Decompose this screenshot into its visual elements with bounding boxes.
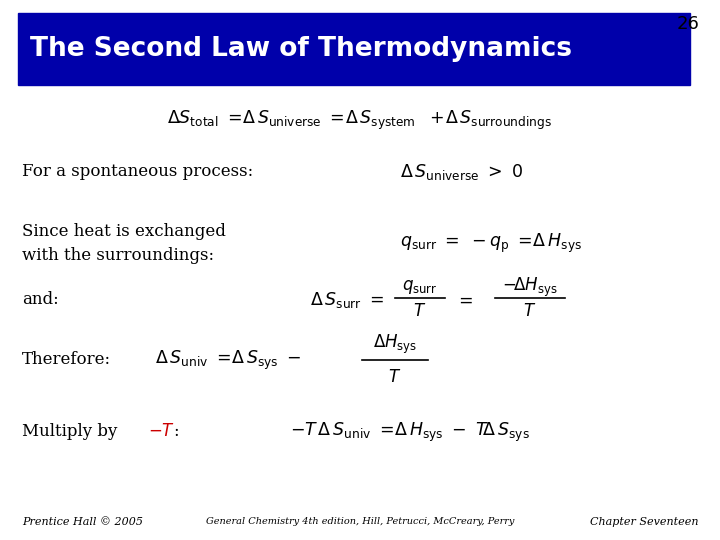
FancyBboxPatch shape <box>18 13 690 85</box>
Text: $\Delta H_{\rm sys}$: $\Delta H_{\rm sys}$ <box>373 333 417 356</box>
Text: $\Delta S_{\rm total}\ =\!\Delta\,S_{\rm universe}\ =\!\Delta\,S_{\rm system}\ \: $\Delta S_{\rm total}\ =\!\Delta\,S_{\rm… <box>168 109 552 132</box>
Text: Therefore:: Therefore: <box>22 352 111 368</box>
Text: $T$: $T$ <box>388 368 402 386</box>
Text: For a spontaneous process:: For a spontaneous process: <box>22 164 253 180</box>
Text: Chapter Seventeen: Chapter Seventeen <box>590 517 698 527</box>
Text: Prentice Hall © 2005: Prentice Hall © 2005 <box>22 517 143 527</box>
Text: $T$: $T$ <box>413 303 427 321</box>
Text: Since heat is exchanged: Since heat is exchanged <box>22 224 226 240</box>
Text: $\Delta\,S_{\rm universe}\ >\ 0$: $\Delta\,S_{\rm universe}\ >\ 0$ <box>400 162 523 182</box>
Text: 26: 26 <box>677 15 700 33</box>
Text: General Chemistry 4th edition, Hill, Petrucci, McCreary, Perry: General Chemistry 4th edition, Hill, Pet… <box>206 517 514 526</box>
Text: with the surroundings:: with the surroundings: <box>22 246 214 264</box>
Text: $\Delta\,S_{\rm surr}\ =$: $\Delta\,S_{\rm surr}\ =$ <box>310 290 384 310</box>
Text: $T$: $T$ <box>523 303 536 321</box>
Text: $q_{\rm surr}$: $q_{\rm surr}$ <box>402 278 438 296</box>
Text: $-\!\Delta H_{\rm sys}$: $-\!\Delta H_{\rm sys}$ <box>503 275 558 299</box>
Text: $q_{\rm surr}\ =\ -q_{\rm p}\ =\!\Delta\,H_{\rm sys}$: $q_{\rm surr}\ =\ -q_{\rm p}\ =\!\Delta\… <box>400 232 582 254</box>
Text: $-T\,\Delta\,S_{\rm univ}\ =\!\Delta\,H_{\rm sys}\ -\ T\!\Delta\,S_{\rm sys}$: $-T\,\Delta\,S_{\rm univ}\ =\!\Delta\,H_… <box>290 421 530 443</box>
Text: :: : <box>173 423 179 441</box>
Text: and:: and: <box>22 292 59 308</box>
Text: $\Delta\,S_{\rm univ}\ =\!\Delta\,S_{\rm sys}\ -$: $\Delta\,S_{\rm univ}\ =\!\Delta\,S_{\rm… <box>155 348 301 372</box>
Text: The Second Law of Thermodynamics: The Second Law of Thermodynamics <box>30 36 572 62</box>
Text: $-T$: $-T$ <box>148 423 175 441</box>
Text: $=$: $=$ <box>455 292 473 308</box>
Text: Multiply by: Multiply by <box>22 423 122 441</box>
